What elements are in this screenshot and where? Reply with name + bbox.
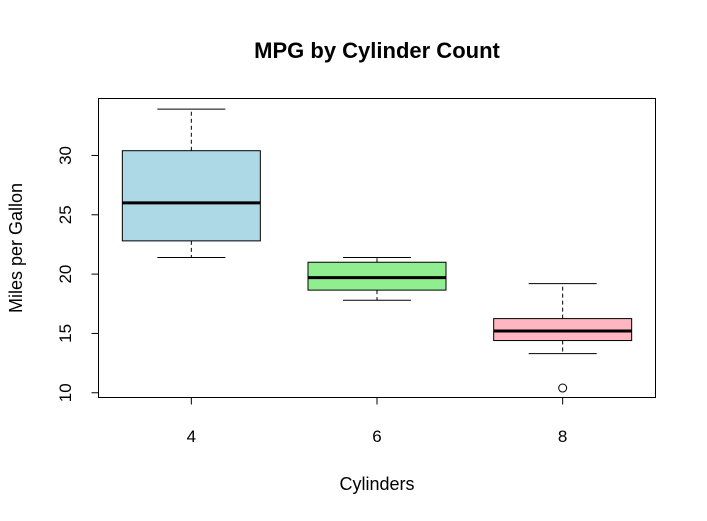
y-tick-label: 25 xyxy=(56,205,75,224)
y-axis: 10 15 20 25 30 xyxy=(56,146,99,402)
plot-frame xyxy=(98,98,656,398)
y-tick-label: 10 xyxy=(56,383,75,402)
x-tick-label: 4 xyxy=(187,427,196,446)
x-tick-label: 6 xyxy=(372,427,381,446)
box-group xyxy=(121,108,633,393)
y-tick-label: 30 xyxy=(56,146,75,165)
iqr-box xyxy=(121,150,261,242)
y-tick-label: 20 xyxy=(56,265,75,284)
chart-title: MPG by Cylinder Count xyxy=(254,38,500,63)
outlier-point xyxy=(558,383,568,393)
x-axis: 4 6 8 xyxy=(187,397,567,446)
y-tick-label: 15 xyxy=(56,324,75,343)
y-axis-label: Miles per Gallon xyxy=(6,183,26,313)
x-tick-label: 8 xyxy=(558,427,567,446)
x-axis-label: Cylinders xyxy=(339,474,414,494)
